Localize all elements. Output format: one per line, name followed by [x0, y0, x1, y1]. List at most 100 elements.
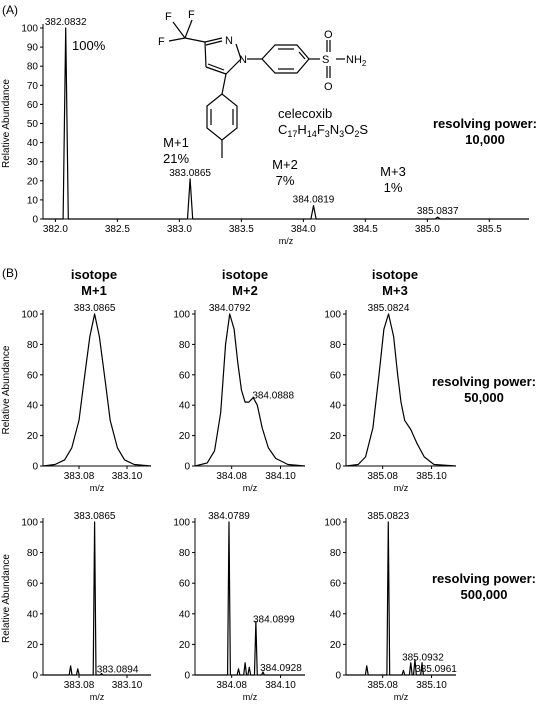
resolving-power-b1-line1: resolving power: — [432, 374, 536, 389]
chart-B2-M1: 0 20 40 60 80 100 383.08 383.10 m/z Relative Abun… — [1, 511, 151, 702]
y-tick-label: 100 — [173, 518, 190, 529]
x-tick-label: 385.10 — [416, 471, 447, 482]
x-tick-label: 385.08 — [367, 680, 398, 691]
y-tick-label: 60 — [179, 370, 191, 381]
resolving-power-b2-line1: resolving power: — [432, 571, 536, 586]
chart-B2-M2: 0 20 40 60 80 100 384.08 384.10 m/z 384.0789 384.0… — [173, 511, 305, 702]
x-axis-label: m/z — [243, 692, 258, 702]
y-tick-label: 40 — [179, 401, 191, 412]
y-tick-label: 100 — [21, 310, 38, 321]
peak-label: 385.0824 — [368, 303, 410, 314]
compound-formula: C17H14F3N3O2S — [278, 122, 368, 139]
y-tick-label: 0 — [32, 462, 38, 473]
y-tick-label: 20 — [27, 640, 39, 651]
y-tick-label: 80 — [330, 340, 342, 351]
atom-n1: N — [225, 35, 233, 47]
y-axis-label: Relative Abundance — [1, 554, 12, 643]
x-tick-label: 382.0 — [43, 224, 68, 235]
y-tick-label: 0 — [32, 215, 38, 226]
atom-f2: F — [188, 9, 195, 21]
y-tick-label: 40 — [179, 609, 191, 620]
y-tick-label: 60 — [330, 370, 342, 381]
y-tick-label: 20 — [179, 640, 191, 651]
y-tick-label: 60 — [27, 370, 39, 381]
atom-f3: F — [158, 36, 165, 48]
y-tick-label: 80 — [27, 62, 39, 73]
formula-part: 2 — [354, 129, 359, 139]
x-tick-label: 384.08 — [216, 471, 247, 482]
isotope-a-m1-name: M+1 — [163, 135, 189, 150]
y-tick-label: 100 — [324, 518, 341, 529]
atom-nh: NH — [346, 54, 362, 66]
x-tick-label: 385.08 — [367, 471, 398, 482]
formula-part: 3 — [339, 129, 344, 139]
peak-label: 384.0899 — [253, 614, 295, 625]
x-axis-label: m/z — [279, 236, 294, 246]
x-tick-label: 384.08 — [216, 680, 247, 691]
spectrum-trace — [194, 313, 306, 467]
formula-part: 14 — [307, 129, 317, 139]
formula-part: H — [297, 122, 306, 137]
x-tick-label: 383.0 — [167, 224, 192, 235]
peak-label: 384.0792 — [209, 303, 251, 314]
y-tick-label: 60 — [179, 579, 191, 590]
x-tick-label: 384.10 — [265, 680, 296, 691]
x-tick-label: 383.08 — [64, 680, 95, 691]
column-title-m1-line2: M+1 — [81, 283, 107, 298]
chart-B2-M3: 0 20 40 60 80 100 385.08 385.10 m/z 385.0823 385.0… — [324, 511, 457, 702]
x-axis-label: m/z — [90, 692, 105, 702]
y-tick-label: 0 — [184, 671, 190, 682]
spectrum-trace — [43, 27, 529, 220]
spectrum-trace — [346, 521, 456, 676]
x-axis-label: m/z — [90, 483, 105, 493]
atom-o2: O — [324, 81, 333, 93]
y-tick-label: 80 — [27, 548, 39, 559]
y-tick-label: 80 — [179, 340, 191, 351]
peak-label: 385.0823 — [367, 511, 409, 522]
x-tick-label: 383.5 — [229, 224, 254, 235]
peak-label: 383.0865 — [74, 511, 116, 522]
column-title-m2-line2: M+2 — [232, 283, 258, 298]
isotope-a-m1-pct: 21% — [163, 151, 189, 166]
y-tick-label: 70 — [27, 81, 39, 92]
formula-part: C — [278, 122, 287, 137]
y-tick-label: 80 — [27, 340, 39, 351]
x-tick-label: 382.5 — [105, 224, 130, 235]
x-tick-label: 383.10 — [112, 471, 143, 482]
column-title-m3-line1: isotope — [372, 267, 418, 282]
panel-b-label: (B) — [2, 266, 18, 280]
column-title-m1-line1: isotope — [71, 267, 117, 282]
peak-label: 382.0832 — [45, 17, 87, 28]
x-tick-label: 385.10 — [416, 680, 447, 691]
y-tick-label: 100 — [324, 310, 341, 321]
peak-label: 384.0888 — [252, 391, 294, 402]
y-tick-label: 100 — [173, 310, 190, 321]
x-axis-label: m/z — [394, 483, 409, 493]
y-tick-label: 80 — [330, 548, 342, 559]
x-tick-label: 384.10 — [265, 471, 296, 482]
y-tick-label: 60 — [27, 579, 39, 590]
y-tick-label: 0 — [335, 671, 341, 682]
y-tick-label: 30 — [27, 157, 39, 168]
y-tick-label: 60 — [330, 579, 342, 590]
resolving-power-a-line2: 10,000 — [465, 132, 505, 147]
x-tick-label: 384.0 — [291, 224, 316, 235]
atom-f1: F — [165, 11, 172, 23]
spectrum-trace — [42, 313, 152, 467]
peak-label: 383.0865 — [74, 303, 116, 314]
y-tick-label: 40 — [27, 401, 39, 412]
y-tick-label: 0 — [184, 462, 190, 473]
y-tick-label: 100 — [21, 518, 38, 529]
y-tick-label: 90 — [27, 43, 39, 54]
isotope-a-100-pct: 100% — [72, 38, 106, 53]
peak-label: 385.0932 — [402, 653, 444, 664]
atom-nh-sub: 2 — [362, 59, 367, 68]
isotope-a-m3-name: M+3 — [380, 164, 406, 179]
x-axis-label: m/z — [394, 692, 409, 702]
x-tick-label: 384.5 — [353, 224, 378, 235]
y-tick-label: 10 — [27, 195, 39, 206]
y-axis-label: Relative Abundance — [1, 345, 12, 434]
panel-a-label: (A) — [2, 3, 18, 17]
chart-A: 0 10 20 30 40 50 60 70 80 90 100 382.0 382.5 383.0 383… — [1, 17, 529, 246]
